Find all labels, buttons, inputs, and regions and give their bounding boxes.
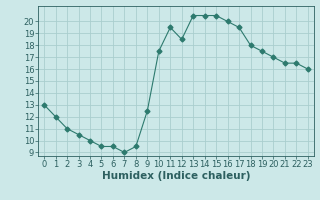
X-axis label: Humidex (Indice chaleur): Humidex (Indice chaleur)	[102, 171, 250, 181]
